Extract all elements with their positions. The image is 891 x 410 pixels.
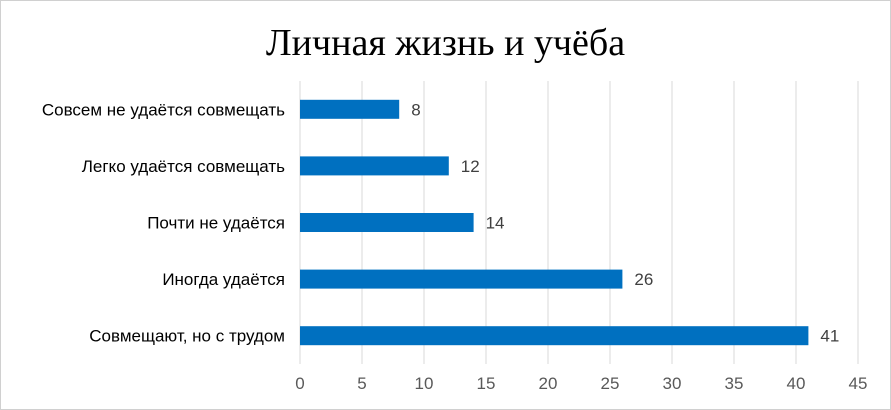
bar xyxy=(300,269,623,289)
category-label: Почти не удаётся xyxy=(147,214,285,233)
x-tick-label: 20 xyxy=(539,374,558,393)
chart-title: Личная жизнь и учёба xyxy=(265,22,626,64)
bar xyxy=(300,213,474,232)
x-tick-label: 30 xyxy=(663,374,682,393)
data-label: 26 xyxy=(634,270,653,289)
data-label: 8 xyxy=(411,100,420,119)
data-label: 12 xyxy=(461,157,480,176)
x-tick-label: 40 xyxy=(787,374,806,393)
x-tick-label: 0 xyxy=(295,374,304,393)
category-label: Легко удаётся совмещать xyxy=(82,157,285,176)
category-label: Совмещают, но с трудом xyxy=(89,327,285,346)
bar xyxy=(300,156,449,176)
category-label: Совсем не удаётся совмещать xyxy=(42,100,285,119)
x-tick-label: 45 xyxy=(849,374,868,393)
x-tick-label: 35 xyxy=(725,374,744,393)
bar xyxy=(300,326,809,346)
data-label: 41 xyxy=(820,327,839,346)
x-tick-label: 15 xyxy=(477,374,496,393)
x-tick-label: 10 xyxy=(415,374,434,393)
x-tick-label: 25 xyxy=(601,374,620,393)
bar xyxy=(300,99,400,119)
category-label: Иногда удаётся xyxy=(162,270,285,289)
x-tick-label: 5 xyxy=(357,374,366,393)
data-label: 14 xyxy=(486,214,505,233)
